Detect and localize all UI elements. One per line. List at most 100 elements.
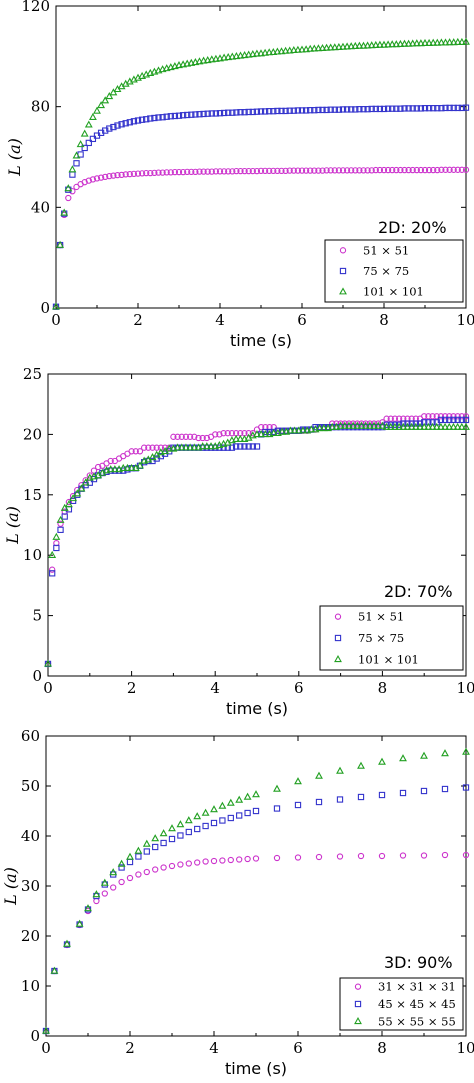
data-point bbox=[319, 106, 326, 114]
y-tick-label: 30 bbox=[21, 877, 40, 895]
data-point bbox=[311, 167, 318, 174]
data-point bbox=[64, 184, 73, 192]
data-point bbox=[253, 430, 261, 438]
data-point bbox=[257, 49, 265, 57]
data-point bbox=[244, 809, 251, 817]
data-point bbox=[220, 168, 228, 175]
data-point bbox=[315, 424, 324, 432]
data-point bbox=[458, 166, 466, 173]
data-point bbox=[367, 41, 376, 49]
data-point bbox=[327, 167, 334, 174]
data-point bbox=[404, 420, 411, 427]
data-point bbox=[274, 167, 281, 174]
data-point bbox=[413, 166, 420, 174]
x-tick-label: 10 bbox=[456, 679, 474, 697]
data-point bbox=[339, 106, 347, 113]
legend-marker bbox=[339, 267, 347, 275]
data-point bbox=[195, 57, 204, 65]
series-3 bbox=[42, 747, 470, 1034]
data-point bbox=[52, 302, 60, 310]
y-tick-label: 10 bbox=[23, 546, 42, 564]
data-point bbox=[185, 828, 192, 836]
data-point bbox=[336, 421, 345, 429]
data-point bbox=[220, 53, 229, 61]
data-point bbox=[341, 420, 348, 427]
data-point bbox=[128, 448, 135, 455]
data-point bbox=[420, 422, 429, 430]
data-point bbox=[75, 919, 84, 927]
data-point bbox=[249, 167, 256, 175]
legend-marker bbox=[354, 1000, 362, 1008]
data-point bbox=[395, 421, 403, 428]
data-point bbox=[241, 443, 248, 450]
x-tick-label: 4 bbox=[215, 311, 225, 329]
data-point bbox=[240, 50, 249, 59]
data-point bbox=[248, 49, 257, 58]
data-point bbox=[416, 422, 424, 430]
data-point bbox=[428, 422, 437, 430]
data-point bbox=[299, 426, 307, 434]
data-point bbox=[200, 110, 207, 118]
data-point bbox=[163, 169, 170, 176]
data-point bbox=[306, 44, 315, 52]
data-point bbox=[294, 801, 302, 809]
data-point bbox=[228, 52, 237, 60]
y-axis-label: L (a) bbox=[3, 506, 22, 545]
data-point bbox=[102, 127, 109, 134]
data-point bbox=[458, 413, 465, 420]
data-point bbox=[345, 420, 353, 427]
data-point bbox=[380, 40, 388, 48]
data-point bbox=[226, 798, 235, 806]
data-point bbox=[384, 166, 392, 174]
data-point bbox=[186, 433, 194, 440]
data-point bbox=[446, 104, 453, 112]
data-point bbox=[364, 167, 371, 174]
data-point bbox=[232, 52, 241, 60]
data-point bbox=[72, 151, 81, 159]
data-point bbox=[258, 424, 265, 431]
x-tick-label: 6 bbox=[297, 311, 307, 329]
data-point bbox=[401, 166, 408, 174]
data-point bbox=[174, 433, 181, 440]
data-point bbox=[425, 38, 434, 46]
data-point bbox=[228, 430, 236, 437]
data-point bbox=[204, 110, 211, 117]
x-tick-label: 10 bbox=[456, 1039, 474, 1057]
data-point bbox=[179, 60, 188, 68]
data-point bbox=[340, 421, 349, 429]
data-point bbox=[245, 443, 252, 450]
data-point bbox=[425, 105, 433, 112]
data-point bbox=[360, 106, 367, 113]
data-point bbox=[175, 112, 183, 119]
data-point bbox=[122, 171, 129, 178]
data-point bbox=[302, 167, 310, 174]
data-point bbox=[420, 852, 428, 859]
legend: 51 × 51 75 × 75 101 × 101 bbox=[319, 605, 464, 671]
data-point bbox=[421, 413, 428, 420]
data-point bbox=[441, 785, 449, 793]
data-point bbox=[371, 40, 380, 49]
data-point bbox=[345, 421, 353, 429]
y-tick-label: 60 bbox=[21, 727, 40, 745]
data-point bbox=[462, 784, 470, 791]
data-point bbox=[236, 812, 243, 819]
x-axis-label: time (s) bbox=[230, 331, 292, 350]
data-point bbox=[372, 166, 379, 174]
data-point bbox=[438, 166, 445, 173]
data-point bbox=[429, 413, 436, 420]
data-point bbox=[225, 168, 232, 175]
x-tick-label: 6 bbox=[294, 679, 304, 697]
data-point bbox=[176, 820, 185, 828]
x-axis-label: time (s) bbox=[226, 699, 288, 718]
data-point bbox=[353, 421, 362, 429]
data-point bbox=[56, 240, 65, 248]
data-point bbox=[229, 109, 236, 116]
series-3 bbox=[44, 421, 470, 667]
data-point bbox=[266, 108, 273, 115]
data-point bbox=[151, 114, 158, 122]
data-point bbox=[412, 420, 419, 427]
data-point bbox=[88, 112, 97, 120]
data-point bbox=[253, 167, 261, 175]
data-point bbox=[261, 430, 270, 438]
